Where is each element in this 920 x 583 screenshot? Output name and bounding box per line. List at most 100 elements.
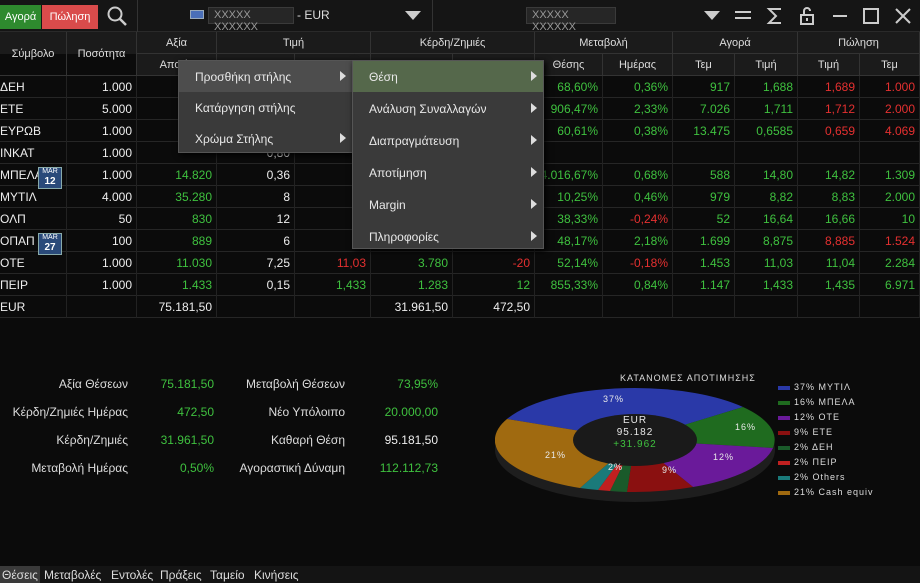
legend-item: 2% ΔΕΗ bbox=[778, 442, 834, 452]
table-cell: 1,435 bbox=[798, 274, 860, 296]
table-row[interactable]: ΟΤΕ 1.000 11.030 7,25 11,03 3.780 -20 52,14% -0,… bbox=[0, 252, 920, 274]
col-group-buy[interactable]: Αγορά bbox=[673, 32, 798, 54]
tab-changes[interactable]: Μεταβολές bbox=[44, 567, 102, 582]
table-cell: 68,60% bbox=[535, 76, 603, 98]
table-cell: 8,83 bbox=[798, 186, 860, 208]
submenu-item-trade-analysis[interactable]: Ανάλυση Συναλλαγών bbox=[353, 93, 543, 124]
tab-trades[interactable]: Πράξεις bbox=[160, 567, 202, 582]
search-icon[interactable] bbox=[106, 5, 128, 27]
table-cell: 11,04 bbox=[798, 252, 860, 274]
table-cell: 8,82 bbox=[735, 186, 798, 208]
table-cell: 1.000 bbox=[860, 76, 920, 98]
table-cell bbox=[860, 142, 920, 164]
table-cell: 1.453 bbox=[673, 252, 735, 274]
tab-orders[interactable]: Εντολές bbox=[111, 567, 154, 582]
submenu-item-info[interactable]: Πληροφορίες bbox=[353, 221, 543, 252]
table-cell: -20 bbox=[453, 252, 535, 274]
table-row[interactable]: ΠΕΙΡ 1.000 1.433 0,15 1,433 1.283 12 855,33% 0,8… bbox=[0, 274, 920, 296]
cell-quantity: 1.000 bbox=[67, 274, 137, 296]
cell-symbol: ΟΠΑΠ bbox=[0, 230, 67, 252]
submenu-item-valuation[interactable]: Αποτίμηση bbox=[353, 157, 543, 188]
menu-icon[interactable] bbox=[733, 6, 753, 26]
col-group-price[interactable]: Τιμή bbox=[217, 32, 371, 54]
cell-symbol: ΔΕΗ bbox=[0, 76, 67, 98]
col-group-value[interactable]: Αξία bbox=[137, 32, 217, 54]
table-cell bbox=[535, 296, 603, 318]
col-group-sell[interactable]: Πώληση bbox=[798, 32, 920, 54]
tab-positions[interactable]: Θέσεις bbox=[0, 566, 40, 583]
flag-icon bbox=[190, 10, 204, 19]
pie-center-currency: EUR bbox=[622, 415, 648, 426]
account-field-secondary[interactable]: XXXXX XXXXXX bbox=[526, 7, 616, 33]
table-cell: 75.181,50 bbox=[137, 296, 217, 318]
cell-symbol: ΟΛΠ bbox=[0, 208, 67, 230]
account-field[interactable]: XXXXX XXXXXX bbox=[208, 7, 294, 33]
summary-label: Νέο Υπόλοιπο bbox=[268, 405, 345, 419]
table-cell bbox=[735, 142, 798, 164]
legend-swatch bbox=[778, 490, 790, 495]
col-group-change[interactable]: Μεταβολή bbox=[535, 32, 673, 54]
cell-symbol: ΜΠΕΛΑ bbox=[0, 164, 67, 186]
table-cell: 14.820 bbox=[137, 164, 217, 186]
table-cell: 7,25 bbox=[217, 252, 295, 274]
legend-item: 21% Cash equiv bbox=[778, 487, 874, 497]
legend-swatch bbox=[778, 400, 790, 405]
table-cell: 60,61% bbox=[535, 120, 603, 142]
table-cell: 16,66 bbox=[798, 208, 860, 230]
legend-label: 2% ΔΕΗ bbox=[794, 442, 834, 452]
table-header-groups: Σύμβολο Ποσότητα Αξία Τιμή Κέρδη/Ζημιές … bbox=[0, 32, 920, 76]
summary-value: 0,50% bbox=[179, 461, 214, 475]
sell-button[interactable]: Πώληση bbox=[42, 5, 98, 29]
legend-label: 21% Cash equiv bbox=[794, 487, 874, 497]
table-row[interactable]: EUR 75.181,50 31.961,50 472,50 bbox=[0, 296, 920, 318]
chevron-down-icon[interactable] bbox=[703, 10, 721, 25]
submenu-item-margin[interactable]: Margin bbox=[353, 189, 543, 220]
unlock-icon[interactable] bbox=[797, 6, 817, 26]
legend-item: 2% ΠΕΙΡ bbox=[778, 457, 838, 467]
pie-slice-label: 16% bbox=[735, 422, 757, 432]
table-cell: -0,18% bbox=[603, 252, 673, 274]
table-cell: 4.069 bbox=[860, 120, 920, 142]
legend-item: 9% ΕΤΕ bbox=[778, 427, 833, 437]
chevron-down-icon[interactable] bbox=[404, 10, 422, 25]
col-header-bid-qty[interactable]: Τεμ bbox=[673, 54, 735, 76]
table-cell: 1.147 bbox=[673, 274, 735, 296]
buy-button[interactable]: Αγορά bbox=[0, 5, 41, 29]
cell-quantity bbox=[67, 296, 137, 318]
submenu-item-position[interactable]: Θέση bbox=[353, 61, 543, 92]
summary-label: Μεταβολή Θέσεων bbox=[245, 377, 345, 391]
legend-swatch bbox=[778, 415, 790, 420]
menu-item-column-color[interactable]: Χρώμα Στήλης bbox=[179, 123, 352, 154]
cell-symbol: ΙΝΚΑΤ bbox=[0, 142, 67, 164]
table-cell: 8,885 bbox=[798, 230, 860, 252]
col-header-day-change[interactable]: Ημέρας bbox=[603, 54, 673, 76]
col-header-symbol[interactable]: Σύμβολο bbox=[0, 32, 67, 76]
tab-cash[interactable]: Ταμείο bbox=[210, 567, 245, 582]
table-cell: 3.780 bbox=[371, 252, 453, 274]
table-cell: 1.309 bbox=[860, 164, 920, 186]
tab-movements[interactable]: Κινήσεις bbox=[254, 567, 299, 582]
minimize-icon[interactable] bbox=[830, 6, 850, 26]
legend-label: 2% Others bbox=[794, 472, 846, 482]
legend-label: 9% ΕΤΕ bbox=[794, 427, 834, 437]
menu-item-add-column[interactable]: Προσθήκη στήλης bbox=[179, 61, 352, 92]
allocation-pie-chart bbox=[495, 388, 775, 502]
col-header-quantity[interactable]: Ποσότητα bbox=[67, 32, 137, 76]
submenu-item-trading[interactable]: Διαπραγμάτευση bbox=[353, 125, 543, 156]
cell-quantity: 1.000 bbox=[67, 252, 137, 274]
col-header-ask-price[interactable]: Τιμή bbox=[798, 54, 860, 76]
table-cell: 472,50 bbox=[453, 296, 535, 318]
maximize-icon[interactable] bbox=[861, 6, 881, 26]
sigma-icon[interactable] bbox=[765, 6, 785, 26]
table-cell bbox=[137, 142, 217, 164]
col-group-pnl[interactable]: Κέρδη/Ζημιές bbox=[371, 32, 535, 54]
close-icon[interactable] bbox=[893, 6, 913, 26]
menu-item-remove-column[interactable]: Κατάργηση στήλης bbox=[195, 100, 296, 115]
table-cell: 1,688 bbox=[735, 76, 798, 98]
table-cell bbox=[673, 142, 735, 164]
col-header-position-change[interactable]: Θέσης bbox=[535, 54, 603, 76]
col-header-ask-qty[interactable]: Τεμ bbox=[860, 54, 920, 76]
table-cell: 1,433 bbox=[735, 274, 798, 296]
col-header-bid-price[interactable]: Τιμή bbox=[735, 54, 798, 76]
context-submenu: Θέση Ανάλυση Συναλλαγών Διαπραγμάτευση Α… bbox=[352, 60, 544, 249]
